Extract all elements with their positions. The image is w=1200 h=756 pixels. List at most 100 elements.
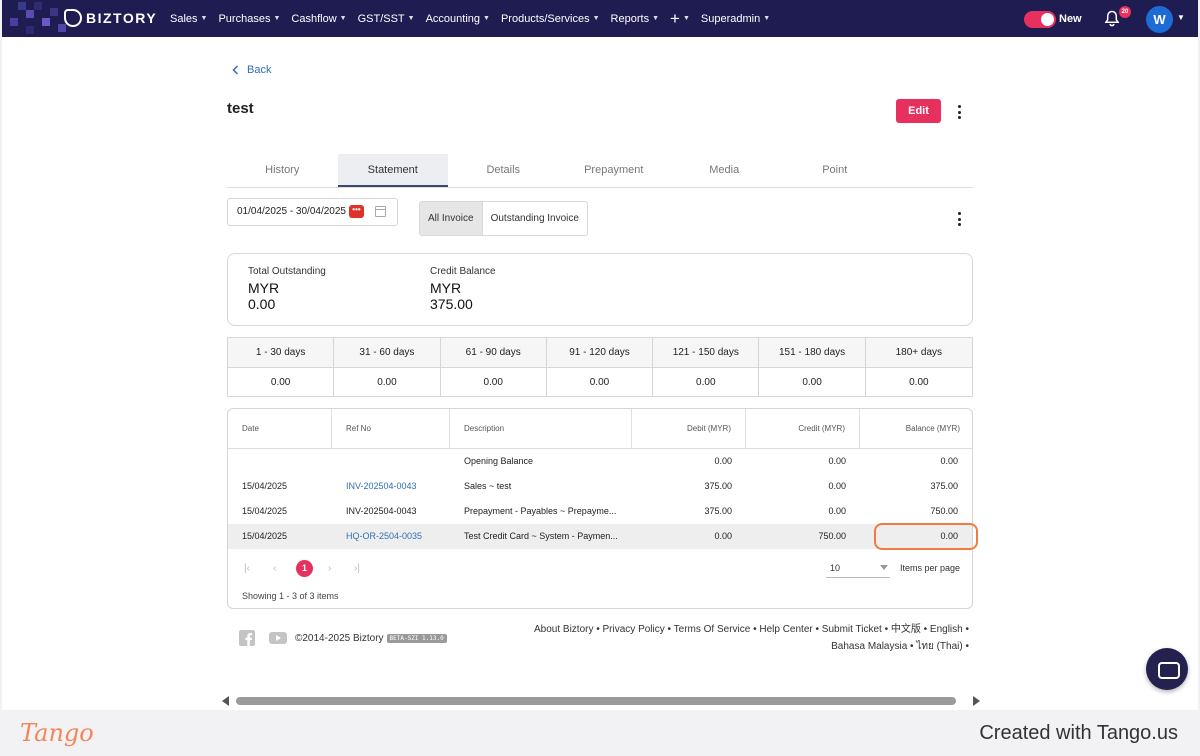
column-header-debit[interactable]: Debit (MYR) xyxy=(632,409,746,449)
tab-details[interactable]: Details xyxy=(486,164,521,176)
row-debit: 375.00 xyxy=(704,481,732,491)
aging-header: 1 - 30 days xyxy=(228,338,335,368)
aging-header: 180+ days xyxy=(865,338,972,368)
row-date xyxy=(242,449,332,474)
row-ref-no xyxy=(346,449,450,474)
menu-sales[interactable]: Sales ▼ xyxy=(170,13,207,25)
aging-value: 0.00 xyxy=(909,377,929,388)
aging-header: 151 - 180 days xyxy=(759,338,866,368)
table-row: 15/04/2025 INV-202504-0043 Sales ~ test … xyxy=(228,474,972,499)
menu-label: GST/SST xyxy=(357,12,405,25)
row-ref-link[interactable]: INV-202504-0043 xyxy=(346,481,417,491)
aging-value: 0.00 xyxy=(759,368,866,397)
new-ui-toggle[interactable] xyxy=(1024,11,1056,28)
next-page-icon[interactable]: › xyxy=(328,563,332,574)
page-number-current[interactable]: 1 xyxy=(296,560,313,577)
row-credit: 0.00 xyxy=(828,506,846,516)
last-page-icon[interactable]: ›| xyxy=(354,563,360,574)
chevron-down-icon: ▼ xyxy=(592,15,600,22)
scrollbar-thumb[interactable] xyxy=(236,697,956,705)
aging-table: 1 - 30 days 31 - 60 days 61 - 90 days 91… xyxy=(227,337,973,397)
tab-statement[interactable]: Statement xyxy=(337,154,448,187)
brand-logo[interactable]: BIZTORY xyxy=(64,9,157,27)
aging-value: 0.00 xyxy=(441,368,547,397)
all-invoice-button[interactable]: All Invoice xyxy=(420,202,482,235)
chevron-down-icon: ▼ xyxy=(407,15,415,22)
credit-balance-label: Credit Balance xyxy=(430,266,496,277)
column-header-credit[interactable]: Credit (MYR) xyxy=(746,409,860,449)
table-row: 15/04/2025 INV-202504-0043 Prepayment - … xyxy=(228,499,972,524)
page-size-select[interactable]: 10 xyxy=(826,561,890,578)
horizontal-scrollbar[interactable] xyxy=(220,695,982,707)
menu-cashflow[interactable]: Cashflow ▼ xyxy=(291,13,346,25)
aging-value: 0.00 xyxy=(653,368,760,397)
credit-balance: Credit Balance MYR 375.00 xyxy=(430,266,496,312)
column-header-ref-no[interactable]: Ref No xyxy=(332,409,450,449)
statement-options-icon[interactable] xyxy=(955,212,963,226)
menu-gst-sst[interactable]: GST/SST ▼ xyxy=(358,13,415,25)
copyright-text: ©2014-2025 Biztory xyxy=(295,633,384,644)
menu-purchases[interactable]: Purchases ▼ xyxy=(218,13,280,25)
aging-value: 0.00 xyxy=(228,368,335,397)
back-label: Back xyxy=(247,64,272,76)
menu-products-services[interactable]: Products/Services ▼ xyxy=(501,13,600,25)
chevron-down-icon[interactable]: ▼ xyxy=(1177,13,1185,22)
more-options-icon[interactable] xyxy=(955,105,963,119)
chevron-down-icon: ▼ xyxy=(483,15,490,22)
chevron-left-icon xyxy=(232,65,239,75)
first-page-icon[interactable]: |‹ xyxy=(244,563,250,574)
menu-label: Products/Services xyxy=(500,12,590,25)
invoice-filter-toggle: All Invoice Outstanding Invoice xyxy=(419,201,588,236)
more-dots-badge[interactable]: ••• xyxy=(349,205,364,218)
prev-page-icon[interactable]: ‹ xyxy=(273,563,277,574)
menu-label: Purchases xyxy=(218,12,271,25)
user-avatar[interactable]: W xyxy=(1146,6,1173,33)
row-balance: 375.00 xyxy=(930,481,958,491)
chevron-down-icon xyxy=(880,565,888,570)
footer-links-line-2[interactable]: Bahasa Malaysia • ไทย (Thai) • xyxy=(831,641,969,652)
row-ref-link[interactable]: HQ-OR-2504-0035 xyxy=(346,531,423,541)
column-header-date[interactable]: Date xyxy=(228,409,332,449)
row-credit: 0.00 xyxy=(828,481,846,491)
scroll-left-icon[interactable] xyxy=(222,696,229,706)
youtube-icon[interactable] xyxy=(269,630,287,646)
biztory-logo-icon xyxy=(64,9,82,27)
bell-icon[interactable] xyxy=(1104,10,1120,27)
scroll-right-icon[interactable] xyxy=(973,696,980,706)
row-credit: 0.00 xyxy=(828,456,846,466)
back-link[interactable]: Back xyxy=(232,64,271,76)
menu-superadmin[interactable]: Superadmin ▼ xyxy=(701,13,770,25)
tab-media[interactable]: Media xyxy=(709,164,740,176)
column-header-description[interactable]: Description xyxy=(450,409,632,449)
row-debit: 0.00 xyxy=(714,531,732,541)
column-header-balance[interactable]: Balance (MYR) xyxy=(905,424,960,433)
total-outstanding: Total Outstanding MYR 0.00 xyxy=(248,266,326,312)
tab-history[interactable]: History xyxy=(265,164,300,176)
facebook-icon[interactable] xyxy=(239,630,255,646)
menu-accounting[interactable]: Accounting ▼ xyxy=(426,13,490,25)
table-row: Opening Balance 0.00 0.00 0.00 xyxy=(228,449,972,474)
row-description: Prepayment - Payables ~ Prepayme... xyxy=(464,506,617,516)
chevron-down-icon: ▼ xyxy=(652,15,660,22)
tab-point[interactable]: Point xyxy=(822,164,848,176)
menu-quick-add[interactable]: + ▼ xyxy=(670,10,690,27)
tab-prepayment[interactable]: Prepayment xyxy=(584,164,644,176)
footer-links-line-1[interactable]: About Biztory • Privacy Policy • Terms O… xyxy=(533,624,969,635)
copyright: ©2014-2025 Biztory BETA-SZI 1.13.0 xyxy=(295,633,447,644)
brand-name: BIZTORY xyxy=(86,10,158,26)
row-debit: 0.00 xyxy=(714,456,732,466)
credit-balance-currency: MYR xyxy=(430,280,462,296)
outstanding-invoice-button[interactable]: Outstanding Invoice xyxy=(481,202,587,235)
menu-reports[interactable]: Reports ▼ xyxy=(611,13,659,25)
aging-value: 0.00 xyxy=(547,368,654,397)
chat-support-icon[interactable] xyxy=(1146,648,1188,690)
date-range-picker[interactable]: 01/04/2025 - 30/04/2025 ••• xyxy=(227,198,398,226)
notification-count-badge: 20 xyxy=(1119,6,1131,18)
statement-table: Date Ref No Description Debit (MYR) Cred… xyxy=(227,408,973,609)
calendar-icon[interactable] xyxy=(375,206,386,217)
aging-header: 31 - 60 days xyxy=(334,338,441,368)
logo-mosaic xyxy=(2,0,72,37)
row-description: Sales ~ test xyxy=(464,481,512,491)
chevron-down-icon: ▼ xyxy=(763,15,771,22)
edit-button[interactable]: Edit xyxy=(896,99,941,123)
